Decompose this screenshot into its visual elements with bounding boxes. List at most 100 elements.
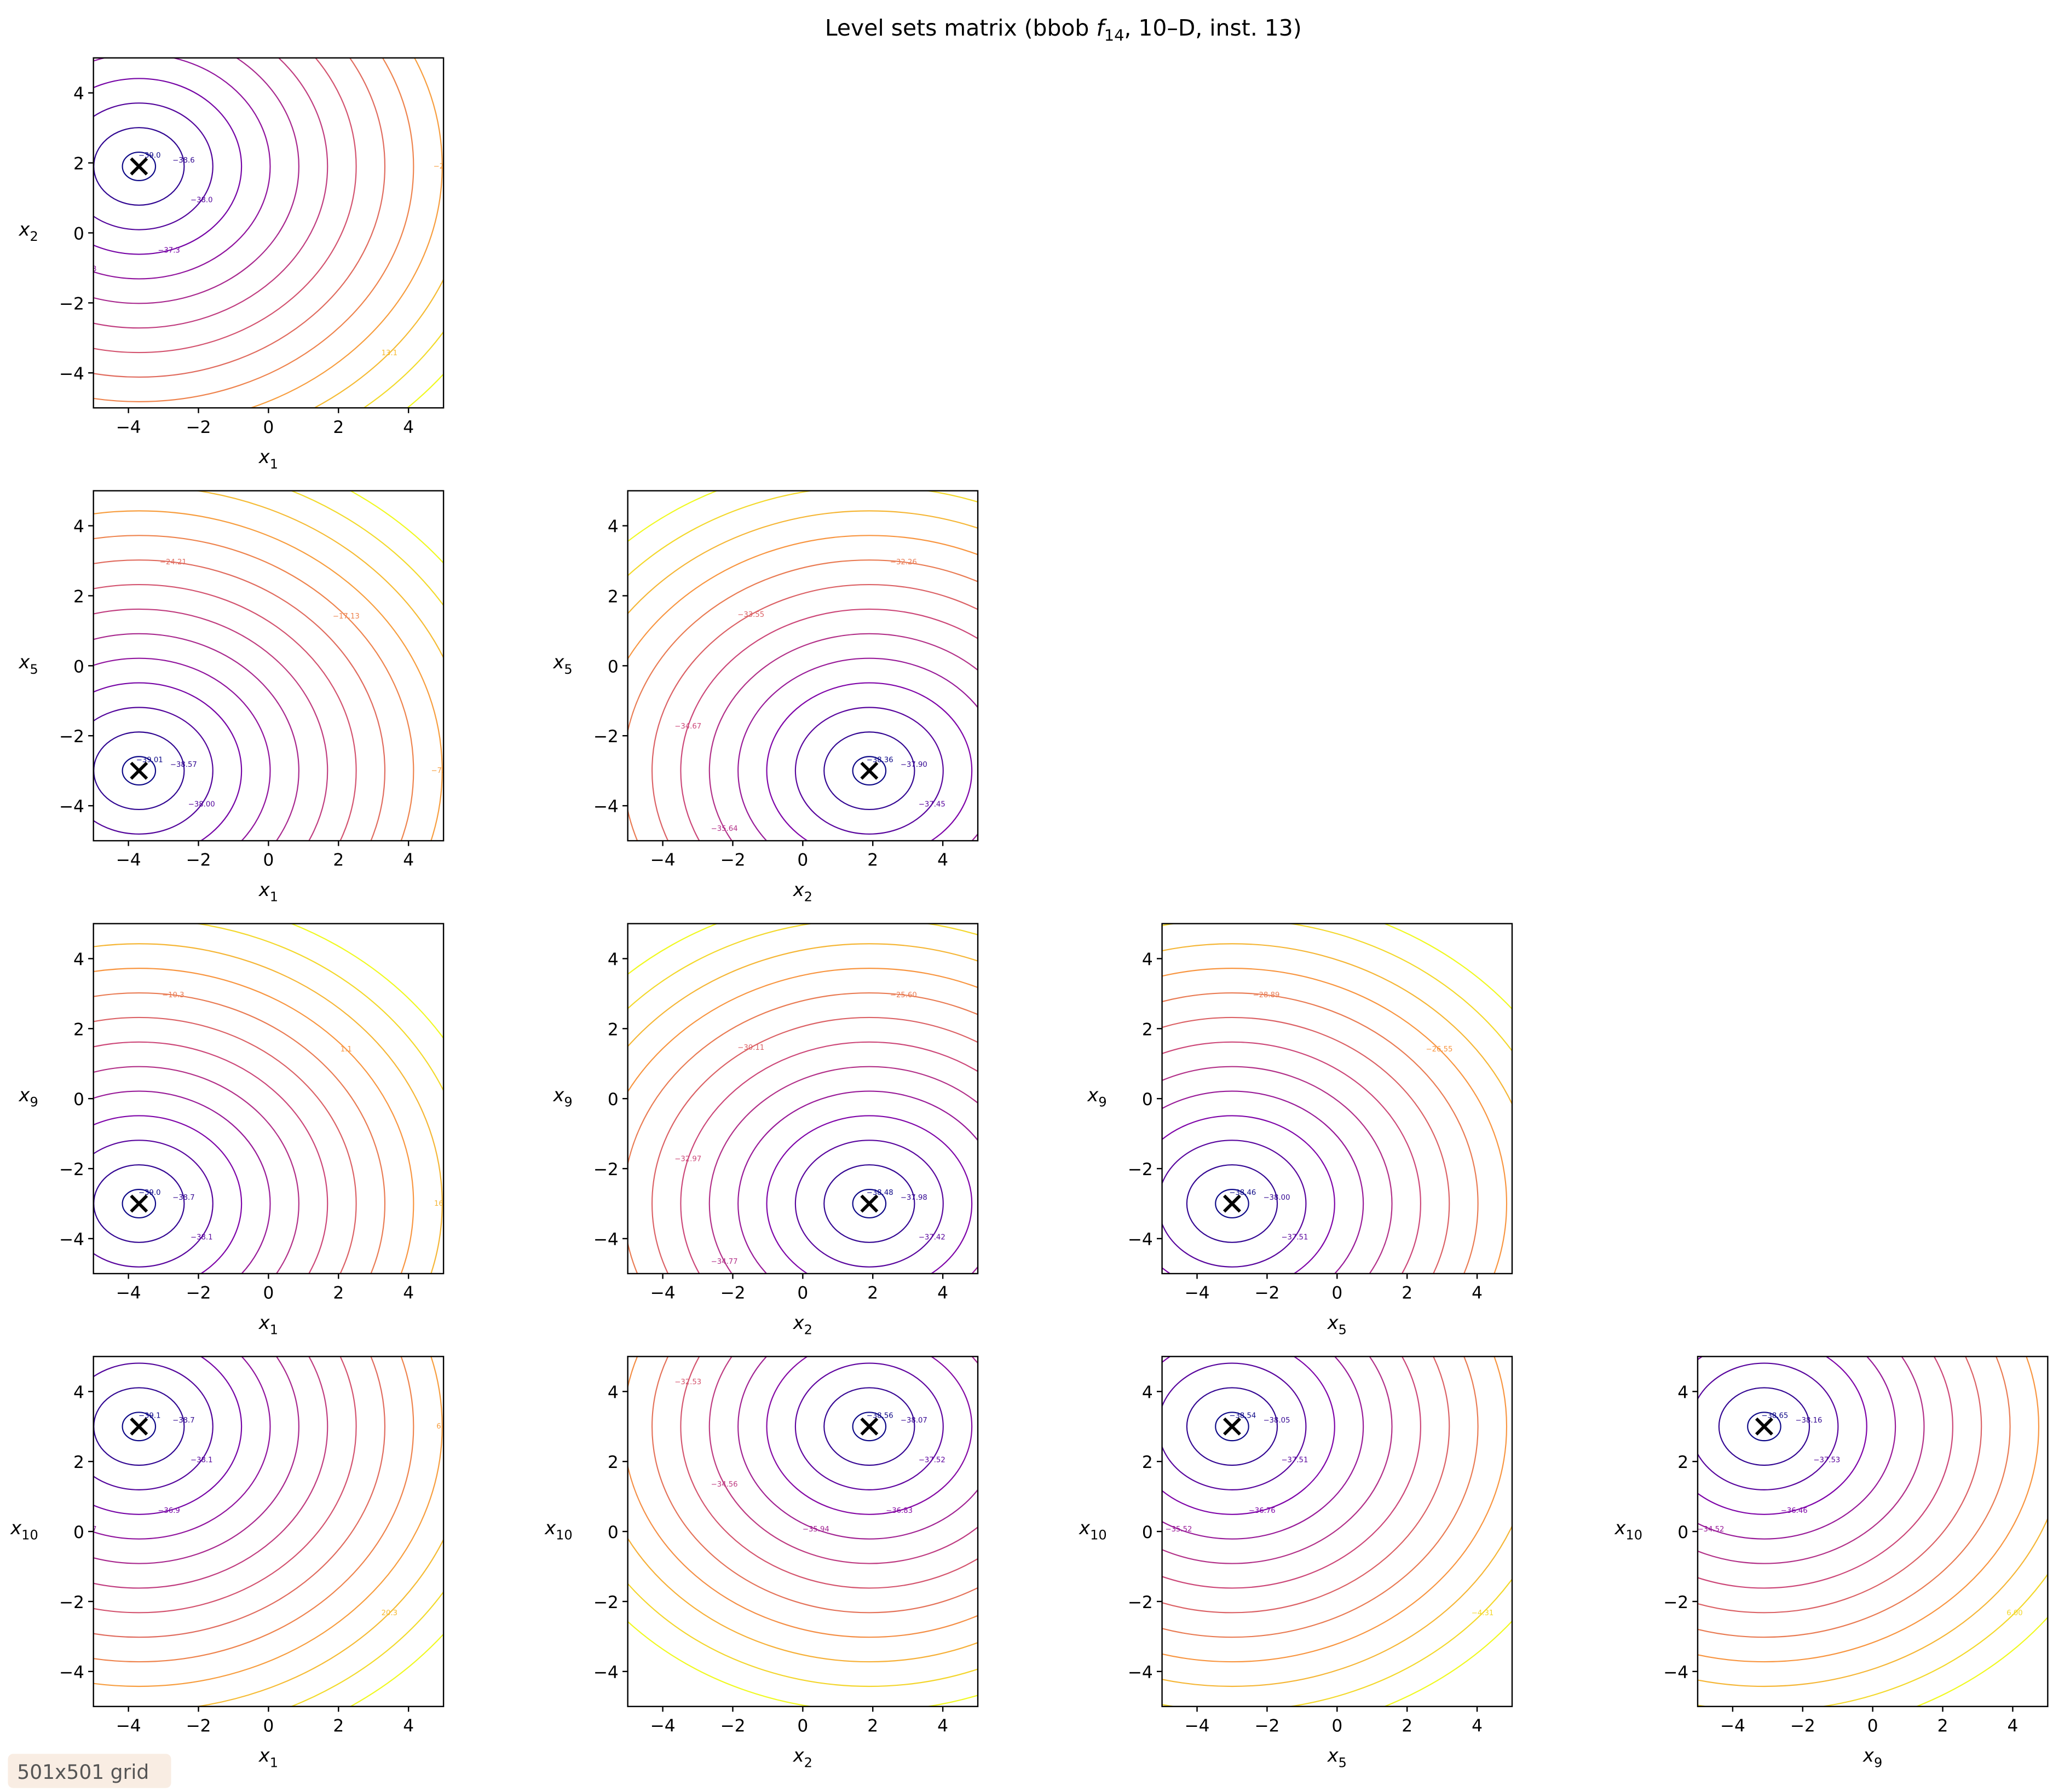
y-tick-label: 0 — [73, 224, 84, 244]
y-tick-label: −4 — [1128, 1230, 1153, 1250]
contour-line — [93, 584, 357, 841]
label-sub: 10 — [556, 1527, 573, 1542]
contour-line — [1697, 1356, 1925, 1564]
contour-label: −31.5 — [0, 1258, 5, 1266]
contour-label: −14.0 — [335, 8, 357, 16]
contour-label: 6.7 — [436, 1423, 448, 1431]
contour-label: −33.55 — [737, 611, 764, 619]
label-sub: 10 — [21, 1527, 38, 1542]
contour-line — [1215, 1412, 1249, 1442]
axes-frame — [1697, 1356, 2049, 1707]
contour-line — [708, 1356, 978, 1564]
x-tick-label: −4 — [1185, 1716, 1210, 1736]
contour-label: −38.57 — [170, 761, 197, 769]
contour-line — [93, 707, 214, 835]
contour-label: −35.52 — [1166, 1525, 1192, 1534]
label-base: x — [793, 1312, 805, 1333]
x-tick-label: −2 — [1254, 1284, 1279, 1303]
contour-line — [93, 78, 243, 255]
x-tick-label: 4 — [403, 1284, 414, 1303]
label-sub: 2 — [30, 229, 38, 244]
contour-label: −25.60 — [890, 991, 917, 999]
x-tick-label: 0 — [1867, 1716, 1878, 1736]
x-tick-label: 4 — [937, 1716, 948, 1736]
contour-label: −37.53 — [1813, 1456, 1840, 1465]
label-base: x — [793, 1745, 805, 1766]
contour-label: 71.5 — [181, 1506, 197, 1514]
contour-line — [852, 756, 887, 786]
label-sub: 9 — [564, 1095, 572, 1110]
label-base: x — [1862, 1745, 1875, 1766]
contour-label: −32.26 — [890, 558, 917, 566]
contour-line — [680, 608, 978, 841]
contour-label: −38.56 — [867, 1412, 893, 1420]
contour-line — [93, 1356, 299, 1564]
y-tick-label: 4 — [73, 1383, 84, 1402]
x-tick-label: −4 — [650, 1284, 676, 1303]
footer-text: 501x501 grid — [17, 1761, 149, 1784]
x-axis-label: x1 — [258, 1312, 278, 1338]
x-axis-label: x2 — [793, 879, 812, 905]
panel: −38.48 −37.98 −37.42 −36.73 −35.93 −34.77 −32.… — [552, 923, 1184, 1337]
contour-line — [193, 490, 444, 660]
contour-line — [1162, 1090, 1364, 1274]
x-tick-label: 0 — [797, 1716, 808, 1736]
contour-label: 27.40 — [179, 1073, 200, 1081]
contour-label: −7.19 — [1161, 1200, 1184, 1208]
x-tick-label: 0 — [1331, 1716, 1342, 1736]
contour-line — [1697, 1356, 2039, 1663]
contour-line — [93, 1140, 214, 1268]
plot-area: −38.56 −38.07 −37.52 −36.83 −35.94 −34.56 −32.… — [627, 1356, 978, 1707]
contour-label: −38.54 — [1229, 1412, 1256, 1420]
title-part: , 10–D, inst. 13) — [1124, 15, 1301, 41]
contour-line — [708, 633, 978, 841]
plot-area: −39.0−38.6−38.0−37.3−36.3−34.7−32.0−27.9… — [93, 8, 444, 408]
y-tick-label: −4 — [59, 1230, 84, 1250]
contour-label: −36.46 — [1781, 1507, 1808, 1515]
contour-line — [1162, 943, 1513, 1106]
x-tick-label: −2 — [720, 1716, 745, 1736]
y-tick-label: 2 — [1677, 1453, 1688, 1472]
contour-line — [193, 923, 444, 1092]
label-base: x — [552, 651, 564, 673]
contour-line — [93, 559, 385, 841]
y-axis-label: x10 — [1614, 1517, 1642, 1543]
contour-label: −35.94 — [803, 1525, 829, 1534]
plot-area: −38.65 −38.16 −37.53 −36.46 −34.52 −31.66 −27.… — [1697, 1268, 2048, 1707]
contour-line — [651, 584, 978, 841]
y-tick-label: −4 — [59, 797, 84, 817]
contour-line — [93, 1356, 443, 1687]
contour-label: 6.00 — [2006, 1609, 2022, 1617]
contour-line — [93, 1356, 414, 1663]
contour-line — [93, 1041, 328, 1274]
contour-line — [93, 57, 414, 402]
optimum-marker — [1223, 1194, 1241, 1213]
contour-line — [766, 682, 973, 841]
label-base: x — [10, 1517, 22, 1539]
contour-line — [93, 1356, 357, 1614]
contour-label: 8.92 — [382, 953, 397, 962]
y-tick-label: 2 — [608, 587, 619, 606]
contour-label: −10.61 — [1958, 1268, 1985, 1276]
x-tick-label: 4 — [1472, 1716, 1483, 1736]
contour-label: −37.42 — [919, 1233, 945, 1241]
label-base: x — [793, 879, 805, 900]
x-tick-label: 0 — [263, 851, 274, 870]
label-sub: 2 — [804, 1755, 812, 1770]
contour-line — [93, 1362, 214, 1490]
contour-line — [93, 1356, 328, 1589]
x-axis-label: x5 — [1327, 1312, 1347, 1338]
x-axis-label: x5 — [1327, 1745, 1347, 1771]
label-base: x — [19, 1084, 31, 1106]
panel: −38.36 −37.90 −37.45 −36.96 −36.36 −35.64 −34.… — [552, 490, 979, 905]
y-tick-label: 0 — [1677, 1523, 1688, 1542]
contour-line — [1697, 1356, 1896, 1540]
contour-label: −30.11 — [737, 1044, 764, 1052]
x-tick-label: −2 — [720, 1284, 745, 1303]
contour-line — [794, 707, 944, 835]
contour-line — [627, 992, 978, 1274]
y-tick-label: 2 — [1142, 1020, 1153, 1039]
x-axis-label: x1 — [258, 446, 278, 472]
title-part: Level sets matrix (bbob — [825, 15, 1096, 41]
y-tick-label: −2 — [59, 1160, 84, 1180]
